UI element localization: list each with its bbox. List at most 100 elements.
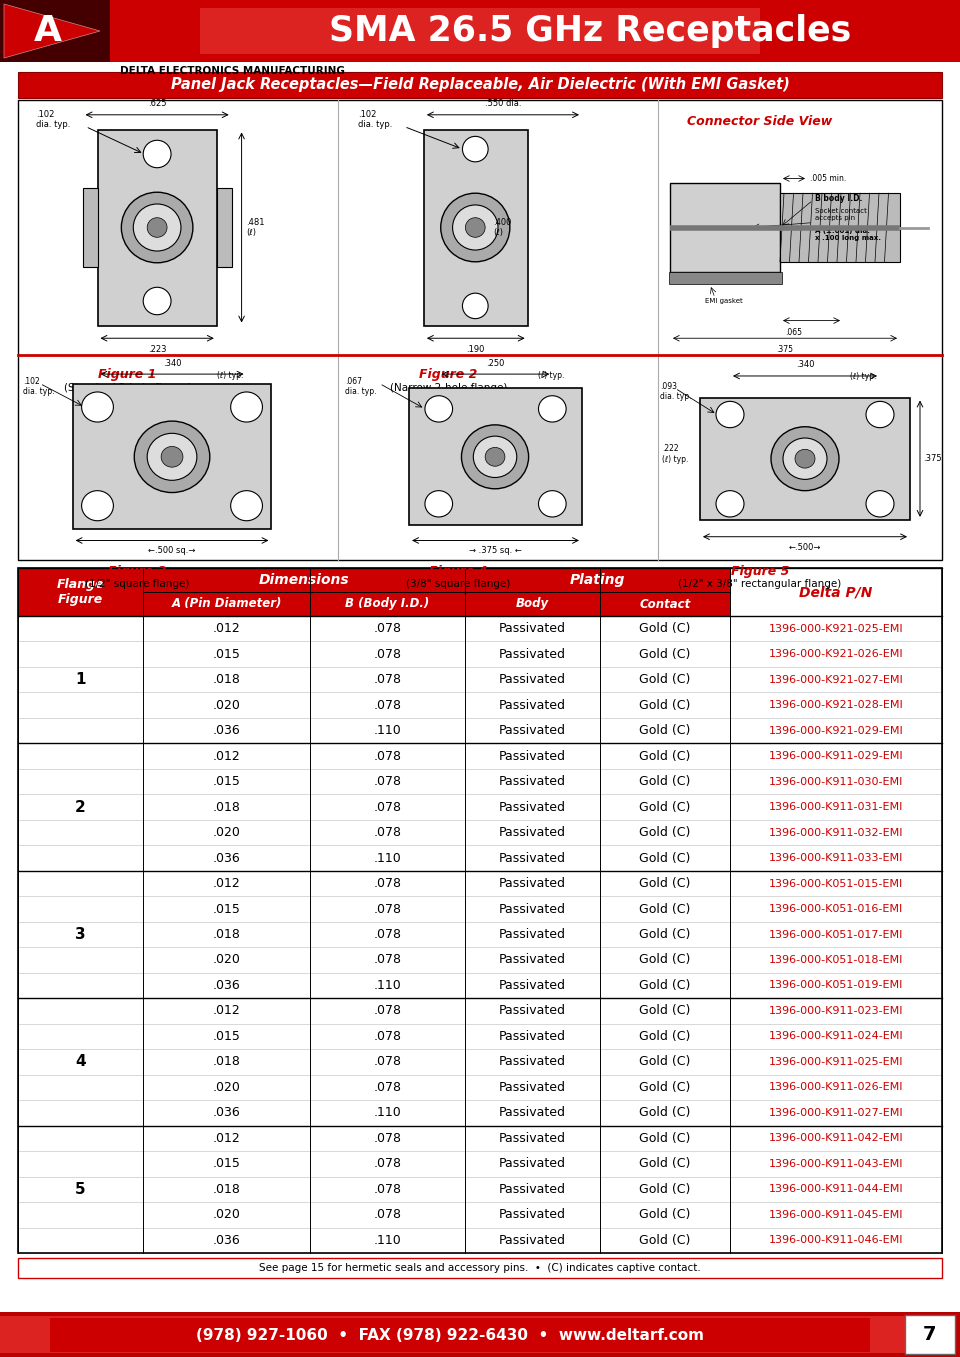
Text: (ℓ) typ.: (ℓ) typ.	[850, 372, 876, 381]
Bar	[0, 1312, 960, 1357]
Text: SMA 26.5 GHz Receptacles: SMA 26.5 GHz Receptacles	[329, 14, 852, 47]
Text: .078: .078	[373, 1056, 401, 1068]
Bar	[18, 1151, 942, 1177]
Circle shape	[539, 491, 566, 517]
Text: Passivated: Passivated	[499, 1056, 566, 1068]
Text: Passivated: Passivated	[499, 1030, 566, 1044]
Bar	[18, 616, 942, 642]
Text: Passivated: Passivated	[499, 1208, 566, 1221]
Circle shape	[716, 491, 744, 517]
Bar	[18, 794, 942, 820]
Text: 3: 3	[75, 927, 85, 942]
Text: 1396-000-K911-042-EMI: 1396-000-K911-042-EMI	[769, 1133, 903, 1144]
Text: Passivated: Passivated	[499, 954, 566, 966]
Text: Flange
Figure: Flange Figure	[57, 578, 105, 607]
Text: Gold (C): Gold (C)	[639, 928, 690, 940]
Bar	[18, 973, 942, 999]
Text: .036: .036	[212, 1234, 240, 1247]
Text: A: A	[34, 14, 62, 47]
Bar	[110, 0, 960, 62]
Text: Gold (C): Gold (C)	[639, 699, 690, 711]
Text: .093
dia. typ.: .093 dia. typ.	[660, 381, 691, 402]
Bar	[18, 896, 942, 921]
Text: Gold (C): Gold (C)	[639, 623, 690, 635]
Text: .078: .078	[373, 826, 401, 839]
Text: 1396-000-K911-032-EMI: 1396-000-K911-032-EMI	[769, 828, 903, 837]
Circle shape	[466, 217, 485, 237]
Text: .078: .078	[373, 623, 401, 635]
Bar	[18, 820, 942, 845]
Text: 5: 5	[75, 1182, 85, 1197]
Text: Socket contact
accepts pin: Socket contact accepts pin	[815, 208, 867, 221]
Text: Gold (C): Gold (C)	[639, 749, 690, 763]
Text: .012: .012	[212, 1004, 240, 1018]
Bar	[18, 947, 942, 973]
Text: Passivated: Passivated	[499, 928, 566, 940]
Text: Passivated: Passivated	[499, 978, 566, 992]
Bar	[780, 193, 900, 262]
Bar	[0, 1316, 920, 1353]
Text: .036: .036	[212, 978, 240, 992]
Text: 1396-000-K051-016-EMI: 1396-000-K051-016-EMI	[769, 904, 903, 915]
Text: Figure 5: Figure 5	[731, 565, 789, 578]
Text: Passivated: Passivated	[499, 801, 566, 814]
Text: 1396-000-K051-017-EMI: 1396-000-K051-017-EMI	[769, 930, 903, 939]
Text: 1396-000-K051-018-EMI: 1396-000-K051-018-EMI	[769, 955, 903, 965]
Text: Passivated: Passivated	[499, 1004, 566, 1018]
Bar	[83, 189, 98, 267]
Text: Gold (C): Gold (C)	[639, 1030, 690, 1044]
Text: Passivated: Passivated	[499, 1234, 566, 1247]
Text: .018: .018	[212, 928, 240, 940]
Bar	[18, 666, 942, 692]
Circle shape	[230, 392, 262, 422]
Bar	[465, 592, 600, 616]
Bar	[18, 999, 942, 1023]
Bar	[200, 8, 760, 54]
Circle shape	[425, 396, 452, 422]
Text: Passivated: Passivated	[499, 725, 566, 737]
Circle shape	[82, 491, 113, 521]
Text: .110: .110	[373, 1106, 401, 1120]
Bar	[50, 1318, 870, 1352]
Text: A (Pin Diameter): A (Pin Diameter)	[171, 597, 281, 611]
Bar	[310, 592, 465, 616]
Bar	[18, 845, 942, 871]
Text: Gold (C): Gold (C)	[639, 725, 690, 737]
Text: .012: .012	[212, 623, 240, 635]
Bar	[18, 769, 942, 794]
Text: Gold (C): Gold (C)	[639, 1082, 690, 1094]
Text: .250: .250	[486, 358, 504, 368]
Text: (3/8" square flange): (3/8" square flange)	[406, 579, 511, 589]
Bar	[18, 921, 942, 947]
Text: Delta P/N: Delta P/N	[800, 585, 873, 598]
Text: Connector Side View: Connector Side View	[687, 115, 832, 128]
Text: .550 dia.: .550 dia.	[485, 99, 521, 109]
Circle shape	[425, 491, 452, 517]
Text: Figure 1: Figure 1	[98, 368, 156, 381]
Bar	[730, 569, 942, 616]
Circle shape	[463, 136, 488, 161]
Text: 1396-000-K921-025-EMI: 1396-000-K921-025-EMI	[769, 624, 903, 634]
Text: Passivated: Passivated	[499, 673, 566, 687]
Bar	[700, 398, 910, 520]
Text: Passivated: Passivated	[499, 1158, 566, 1170]
Bar	[217, 189, 231, 267]
Bar	[18, 1258, 942, 1278]
Bar	[18, 718, 942, 744]
Text: .102
dia. typ.: .102 dia. typ.	[36, 110, 70, 129]
Text: .223: .223	[148, 345, 166, 354]
Text: 1396-000-K911-045-EMI: 1396-000-K911-045-EMI	[769, 1210, 903, 1220]
Circle shape	[866, 491, 894, 517]
Text: .018: .018	[212, 1183, 240, 1196]
Text: Gold (C): Gold (C)	[639, 647, 690, 661]
Text: 1396-000-K911-025-EMI: 1396-000-K911-025-EMI	[769, 1057, 903, 1067]
Text: .078: .078	[373, 1132, 401, 1145]
Bar	[600, 592, 730, 616]
Bar	[143, 592, 310, 616]
Text: Passivated: Passivated	[499, 699, 566, 711]
Text: .018: .018	[212, 673, 240, 687]
Text: (ℓ) typ.: (ℓ) typ.	[538, 372, 564, 380]
Text: (1/2" square flange): (1/2" square flange)	[85, 579, 189, 589]
Text: 1396-000-K911-027-EMI: 1396-000-K911-027-EMI	[769, 1107, 903, 1118]
Text: Gold (C): Gold (C)	[639, 673, 690, 687]
